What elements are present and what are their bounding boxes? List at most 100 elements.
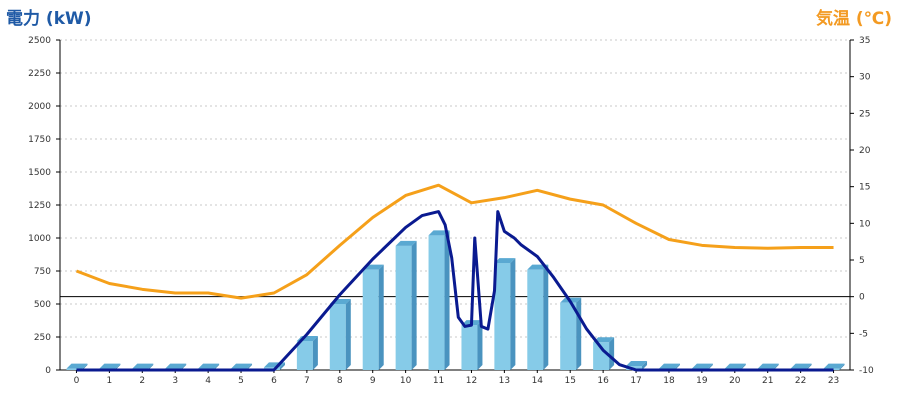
left-tick-label-1: 250 — [34, 333, 51, 343]
bar-top-11 — [428, 230, 450, 236]
x-tick-label-15: 15 — [564, 376, 575, 386]
bar-side-0 — [82, 363, 88, 370]
bar-8 — [329, 304, 346, 370]
x-tick-label-8: 8 — [337, 376, 343, 386]
x-tick-label-16: 16 — [597, 376, 609, 386]
bar-top-4 — [198, 363, 220, 369]
bar-top-17 — [626, 361, 648, 367]
left-tick-label-4: 1000 — [28, 234, 51, 244]
bar-side-8 — [345, 299, 351, 370]
bar-side-3 — [181, 363, 187, 370]
x-tick-label-9: 9 — [370, 376, 376, 386]
temperature-line — [75, 183, 834, 300]
x-tick-label-2: 2 — [139, 376, 145, 386]
bar-top-0 — [66, 363, 88, 369]
bar-15 — [560, 302, 577, 370]
left-axis-title: 電力 (kW) — [6, 9, 92, 29]
bar-side-12 — [477, 320, 483, 370]
x-tick-label-19: 19 — [696, 376, 708, 386]
power-line — [76, 210, 834, 372]
bar-side-2 — [148, 363, 154, 370]
bar-11 — [428, 235, 445, 370]
bar-top-3 — [165, 363, 187, 369]
right-axis-title: 気温 (℃) — [815, 9, 892, 29]
x-tick-label-23: 23 — [828, 376, 839, 386]
x-tick-label-20: 20 — [729, 376, 741, 386]
x-tick-label-18: 18 — [663, 376, 675, 386]
right-tick-label-7: 25 — [859, 109, 870, 119]
x-tick-label-7: 7 — [304, 376, 310, 386]
x-tick-label-21: 21 — [762, 376, 773, 386]
bar-side-17 — [642, 361, 648, 370]
bar-top-10 — [395, 240, 417, 246]
bar-side-14 — [543, 264, 549, 370]
left-tick-label-7: 1750 — [28, 135, 51, 145]
left-tick-label-0: 0 — [45, 366, 51, 376]
bar-top-13 — [494, 258, 516, 264]
bar-0 — [66, 368, 83, 370]
bar-13 — [494, 263, 511, 370]
bar-top-22 — [790, 363, 812, 369]
x-tick-label-22: 22 — [795, 376, 806, 386]
bar-side-15 — [576, 297, 582, 370]
bar-side-6 — [279, 362, 285, 370]
x-tick-label-1: 1 — [107, 376, 113, 386]
bar-side-7 — [312, 335, 318, 370]
x-tick-label-12: 12 — [466, 376, 477, 386]
bar-top-23 — [823, 363, 845, 369]
right-tick-label-2: 0 — [859, 293, 865, 303]
left-tick-label-3: 750 — [34, 267, 51, 277]
left-tick-label-5: 1250 — [28, 201, 51, 211]
left-tick-label-2: 500 — [34, 300, 51, 310]
x-tick-label-11: 11 — [433, 376, 444, 386]
bar-top-19 — [691, 363, 713, 369]
left-tick-label-6: 1500 — [28, 168, 51, 178]
x-tick-label-13: 13 — [499, 376, 510, 386]
x-tick-label-4: 4 — [205, 376, 211, 386]
x-tick-label-14: 14 — [532, 376, 544, 386]
right-tick-label-6: 20 — [859, 146, 871, 156]
x-tick-label-5: 5 — [238, 376, 244, 386]
right-tick-label-0: -10 — [859, 366, 874, 376]
bar-top-2 — [132, 363, 154, 369]
bar-side-23 — [839, 363, 845, 370]
right-tick-label-9: 35 — [859, 36, 870, 46]
bar-top-5 — [231, 363, 253, 369]
bar-side-10 — [411, 240, 417, 370]
bar-side-22 — [806, 363, 812, 370]
bar-side-16 — [609, 337, 615, 370]
bar-side-19 — [707, 363, 713, 370]
x-tick-label-0: 0 — [74, 376, 80, 386]
x-tick-label-6: 6 — [271, 376, 277, 386]
bar-top-1 — [99, 363, 121, 369]
bar-side-1 — [115, 363, 121, 370]
bar-side-5 — [247, 363, 253, 370]
right-tick-label-1: -5 — [859, 329, 868, 339]
left-tick-label-9: 2250 — [28, 69, 51, 79]
bar-side-4 — [214, 363, 220, 370]
bar-top-21 — [757, 363, 779, 369]
bar-12 — [461, 325, 478, 370]
bar-top-18 — [658, 363, 680, 369]
right-tick-label-8: 30 — [859, 73, 871, 83]
right-tick-label-5: 15 — [859, 183, 870, 193]
bar-side-21 — [773, 363, 779, 370]
bar-10 — [395, 245, 412, 370]
right-tick-label-4: 10 — [859, 219, 871, 229]
bar-14 — [527, 269, 544, 370]
left-tick-label-8: 2000 — [28, 102, 51, 112]
x-tick-label-17: 17 — [630, 376, 641, 386]
bar-top-16 — [593, 337, 615, 343]
bar-side-13 — [510, 258, 516, 370]
right-tick-label-3: 5 — [859, 256, 865, 266]
bar-side-20 — [740, 363, 746, 370]
bar-side-11 — [444, 230, 450, 370]
left-tick-label-10: 2500 — [28, 36, 51, 46]
bar-9 — [362, 269, 379, 370]
x-tick-label-3: 3 — [172, 376, 178, 386]
bar-side-9 — [378, 264, 384, 370]
bar-top-20 — [724, 363, 746, 369]
bar-7 — [296, 340, 313, 370]
